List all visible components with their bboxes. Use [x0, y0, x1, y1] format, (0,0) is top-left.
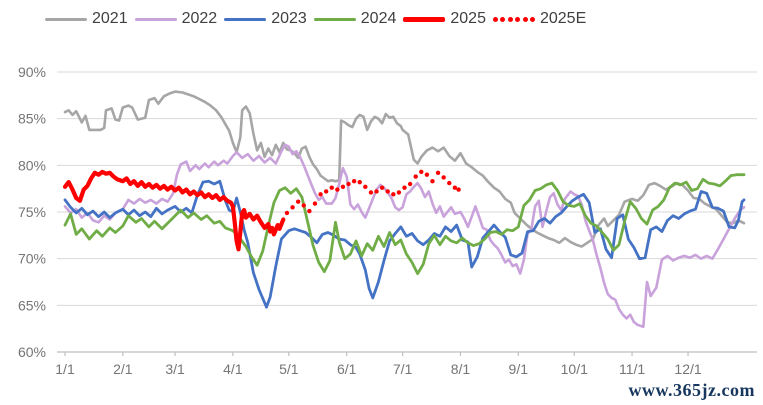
series-2025E-dot	[447, 180, 452, 186]
x-tick-label: 3/1	[165, 361, 185, 377]
series-2025E-dot	[301, 203, 306, 208]
series-2025E-dot	[379, 185, 385, 190]
legend-item-2022: 2022	[134, 10, 218, 27]
legend-item-2025E: 2025E	[492, 10, 587, 27]
y-tick-label: 65%	[18, 297, 46, 313]
x-tick-label: 4/1	[223, 361, 243, 377]
x-tick-label: 9/1	[509, 361, 529, 377]
x-tick-label: 11/1	[619, 361, 645, 377]
series-2025E-dot	[419, 169, 424, 175]
series-2025E-dot	[351, 178, 357, 184]
series-2023-line	[63, 179, 746, 309]
legend-dotted-line-swatch	[492, 16, 535, 22]
series-2025E-dot	[340, 184, 346, 189]
legend-line-swatch	[313, 17, 356, 21]
series-2025E-dot	[424, 172, 430, 177]
series-2025E-dot	[456, 187, 461, 192]
y-tick-label: 70%	[18, 251, 46, 267]
series-2025E-dot	[346, 181, 351, 187]
legend-item-2025: 2025	[403, 11, 486, 27]
series-2025E-dot	[335, 187, 340, 192]
legend-item-2021: 2021	[45, 11, 128, 27]
watermark-link[interactable]: www.365jz.com	[628, 380, 755, 400]
legend-label: 2022	[181, 10, 218, 27]
series-2025E-dot	[363, 184, 368, 189]
legend-line-swatch	[224, 17, 267, 21]
legend-label: 2025E	[539, 10, 587, 27]
x-tick-label: 7/1	[393, 361, 413, 377]
x-tick-label: 12/1	[674, 361, 701, 377]
series-2025E-dot	[435, 170, 441, 175]
series-2025E-dot	[452, 185, 458, 190]
series-2025E-dot	[374, 189, 379, 194]
series-2025E-dot	[290, 205, 295, 210]
legend-dot	[529, 16, 535, 22]
legend-line-swatch	[45, 17, 87, 21]
series-2025E-dot	[396, 190, 402, 195]
legend-dot	[492, 16, 498, 22]
legend-line-swatch	[403, 16, 446, 22]
series-2025E-dot	[385, 189, 390, 194]
y-tick-label: 75%	[18, 204, 46, 220]
legend-dot	[500, 16, 506, 22]
series-2025E-dot	[413, 174, 418, 179]
series-2025E-dot	[441, 175, 446, 180]
y-tick-label: 60%	[18, 344, 46, 360]
legend-label: 2021	[92, 10, 128, 27]
y-tick-label: 85%	[18, 111, 46, 127]
series-2025E-dot	[391, 192, 396, 197]
series-2025E-dot	[368, 190, 374, 195]
series-2025E-dot	[284, 210, 290, 216]
series-2025E-dot	[307, 208, 312, 214]
series-2025E-dot	[312, 201, 318, 206]
legend-item-2023: 2023	[224, 11, 307, 27]
legend-dot	[507, 16, 513, 22]
series-2025E-dot	[329, 185, 334, 190]
y-tick-label: 90%	[18, 64, 46, 80]
x-tick-label: 5/1	[279, 361, 299, 377]
legend-dot	[522, 16, 528, 22]
series-2022-line	[63, 143, 746, 329]
legend-label: 2023	[271, 10, 307, 27]
series-2025E-dot	[318, 192, 323, 197]
legend-label: 2024	[360, 10, 397, 27]
series-2021-line	[63, 90, 746, 248]
chart-legend: 2021 2022 2023 2024 2025 2025E	[45, 7, 586, 31]
y-tick-label: 80%	[18, 157, 46, 173]
legend-dot	[515, 16, 521, 22]
series-2025E-dot	[430, 178, 435, 184]
series-2025E-dot	[402, 185, 407, 190]
legend-item-2024: 2024	[313, 10, 397, 27]
x-tick-label: 1/1	[55, 361, 75, 377]
legend-line-swatch	[134, 17, 177, 21]
x-tick-label: 8/1	[451, 361, 471, 377]
series-2025E-dot	[407, 181, 413, 187]
series-2025E-dot	[295, 199, 301, 204]
series-2025E-dot	[357, 179, 362, 185]
legend-label: 2025	[450, 10, 486, 27]
series-2024-line	[63, 173, 746, 276]
x-tick-label: 2/1	[113, 361, 133, 377]
series-2025-line	[62, 169, 286, 252]
x-tick-label: 6/1	[337, 361, 357, 377]
x-tick-label: 10/1	[561, 361, 588, 377]
series-2025E-dot	[323, 189, 329, 194]
